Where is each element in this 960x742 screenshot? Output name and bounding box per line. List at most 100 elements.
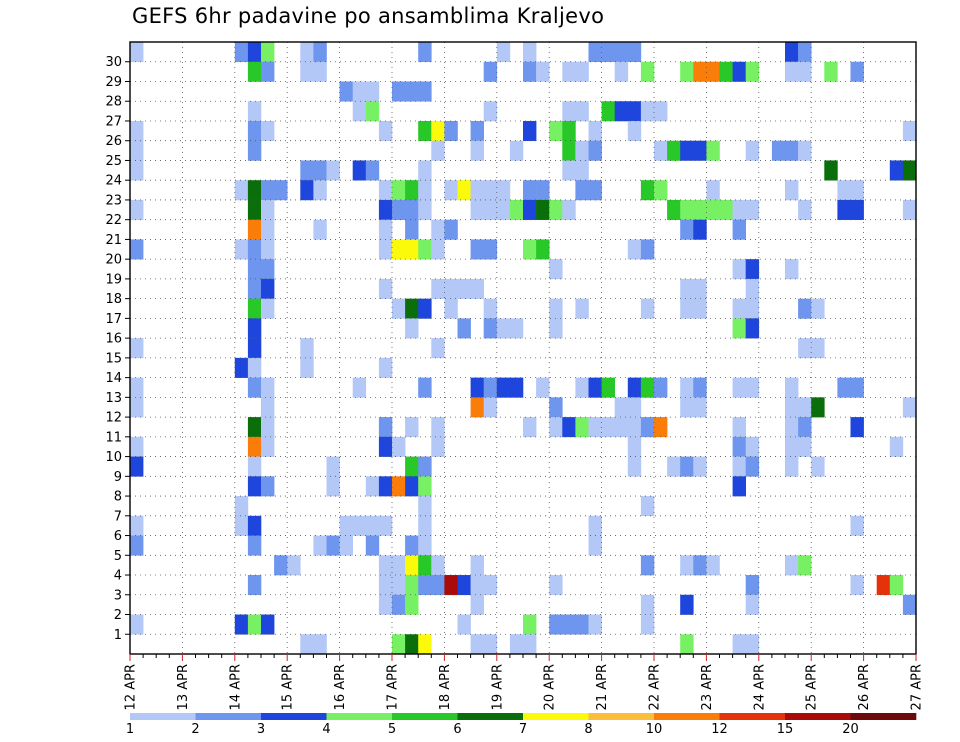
x-tick-label: 13 APR xyxy=(176,664,191,710)
y-tick-label: 13 xyxy=(105,391,122,406)
heatmap-cell xyxy=(745,278,760,299)
heatmap-cell xyxy=(785,397,799,418)
heatmap-cell xyxy=(850,61,864,82)
heatmap-cell xyxy=(575,140,589,161)
heatmap-cell xyxy=(378,476,393,497)
heatmap-cell xyxy=(536,199,550,220)
heatmap-cell xyxy=(431,338,445,359)
heatmap-cell xyxy=(745,436,760,457)
heatmap-cell xyxy=(811,338,825,359)
heatmap-cell xyxy=(405,594,419,615)
heatmap-cell xyxy=(785,61,799,82)
heatmap-cell xyxy=(601,42,615,63)
heatmap-cell xyxy=(431,239,445,260)
heatmap-cell xyxy=(378,417,393,438)
heatmap-cell xyxy=(313,535,327,556)
heatmap-cell xyxy=(614,397,629,418)
heatmap-cell xyxy=(483,377,498,398)
heatmap-cell xyxy=(261,614,275,635)
heatmap-cell xyxy=(693,377,707,398)
heatmap-cell xyxy=(405,298,419,319)
heatmap-cell xyxy=(247,318,262,339)
heatmap-cell xyxy=(627,101,642,122)
x-tick-label: 23 APR xyxy=(700,664,715,710)
heatmap-cell xyxy=(850,515,864,536)
heatmap-cell xyxy=(378,357,393,378)
heatmap-cell xyxy=(300,338,314,359)
colorbar: 1 2 3 4 5 6 7 8 10 12 15 20 xyxy=(126,713,917,737)
heatmap-cell xyxy=(339,515,353,536)
heatmap-cell xyxy=(745,61,760,82)
heatmap-cell xyxy=(470,140,484,161)
y-tick-label: 23 xyxy=(105,193,122,208)
heatmap-cell xyxy=(418,180,432,201)
heatmap-cell xyxy=(811,298,825,319)
heatmap-cell xyxy=(365,101,380,122)
colorbar-segment xyxy=(392,713,458,720)
heatmap-cell xyxy=(614,61,629,82)
heatmap-cell xyxy=(378,180,393,201)
heatmap-cell xyxy=(693,278,707,299)
heatmap-cell xyxy=(680,377,694,398)
heatmap-cell xyxy=(339,81,353,102)
heatmap-cell xyxy=(575,298,589,319)
y-tick-label: 1 xyxy=(114,628,122,643)
chart-title: GEFS 6hr padavine po ansamblima Kraljevo xyxy=(132,4,605,28)
heatmap-cell xyxy=(326,160,340,181)
x-tick-label: 17 APR xyxy=(386,664,401,710)
heatmap-cell xyxy=(378,555,393,576)
y-tick-label: 10 xyxy=(105,450,122,465)
heatmap-cell xyxy=(392,555,406,576)
heatmap-cell xyxy=(509,377,524,398)
heatmap-cell xyxy=(130,140,144,161)
heatmap-cell xyxy=(405,417,419,438)
heatmap-cell xyxy=(130,120,144,142)
heatmap-cell xyxy=(588,535,602,556)
heatmap-cell xyxy=(247,417,262,438)
heatmap-cell xyxy=(523,180,537,201)
heatmap-cell xyxy=(523,239,537,260)
heatmap-cell xyxy=(837,377,851,398)
heatmap-cell xyxy=(392,199,406,220)
heatmap-cell xyxy=(562,417,576,438)
heatmap-cell xyxy=(509,318,524,339)
heatmap-cell xyxy=(300,42,314,63)
heatmap-cell xyxy=(431,219,445,240)
heatmap-cell xyxy=(523,634,537,655)
x-tick-label: 25 APR xyxy=(805,664,820,710)
heatmap-cell xyxy=(562,120,576,142)
heatmap-cell xyxy=(745,259,760,280)
heatmap-cell xyxy=(523,42,537,63)
heatmap-cell xyxy=(470,377,484,398)
colorbar-segment xyxy=(195,713,262,720)
heatmap-cell xyxy=(588,180,602,201)
heatmap-cell xyxy=(313,61,327,82)
heatmap-cell xyxy=(470,575,484,596)
heatmap-cell xyxy=(627,456,642,477)
heatmap-cell xyxy=(680,397,694,418)
heatmap-cell xyxy=(902,594,917,615)
heatmap-cell xyxy=(693,456,707,477)
heatmap-cell xyxy=(732,298,746,319)
x-tick-label: 14 APR xyxy=(228,664,243,710)
heatmap-cell xyxy=(234,42,249,63)
heatmap-cell xyxy=(234,496,249,517)
heatmap-cell xyxy=(261,42,275,63)
heatmap-cell xyxy=(418,515,432,536)
heatmap-cell xyxy=(392,634,406,655)
heatmap-cell xyxy=(549,575,563,596)
heatmap-cell xyxy=(549,417,563,438)
heatmap-cell xyxy=(130,338,144,359)
heatmap-cell xyxy=(523,120,537,142)
heatmap-cell xyxy=(732,634,746,655)
heatmap-cell xyxy=(588,515,602,536)
heatmap-cell xyxy=(418,555,432,576)
heatmap-cell xyxy=(470,594,484,615)
heatmap-cell xyxy=(378,219,393,240)
heatmap-cell xyxy=(247,199,262,220)
heatmap-cell xyxy=(234,239,249,260)
heatmap-cell xyxy=(418,239,432,260)
heatmap-cell xyxy=(247,61,262,82)
heatmap-cell xyxy=(378,239,393,260)
heatmap-cell xyxy=(405,318,419,339)
